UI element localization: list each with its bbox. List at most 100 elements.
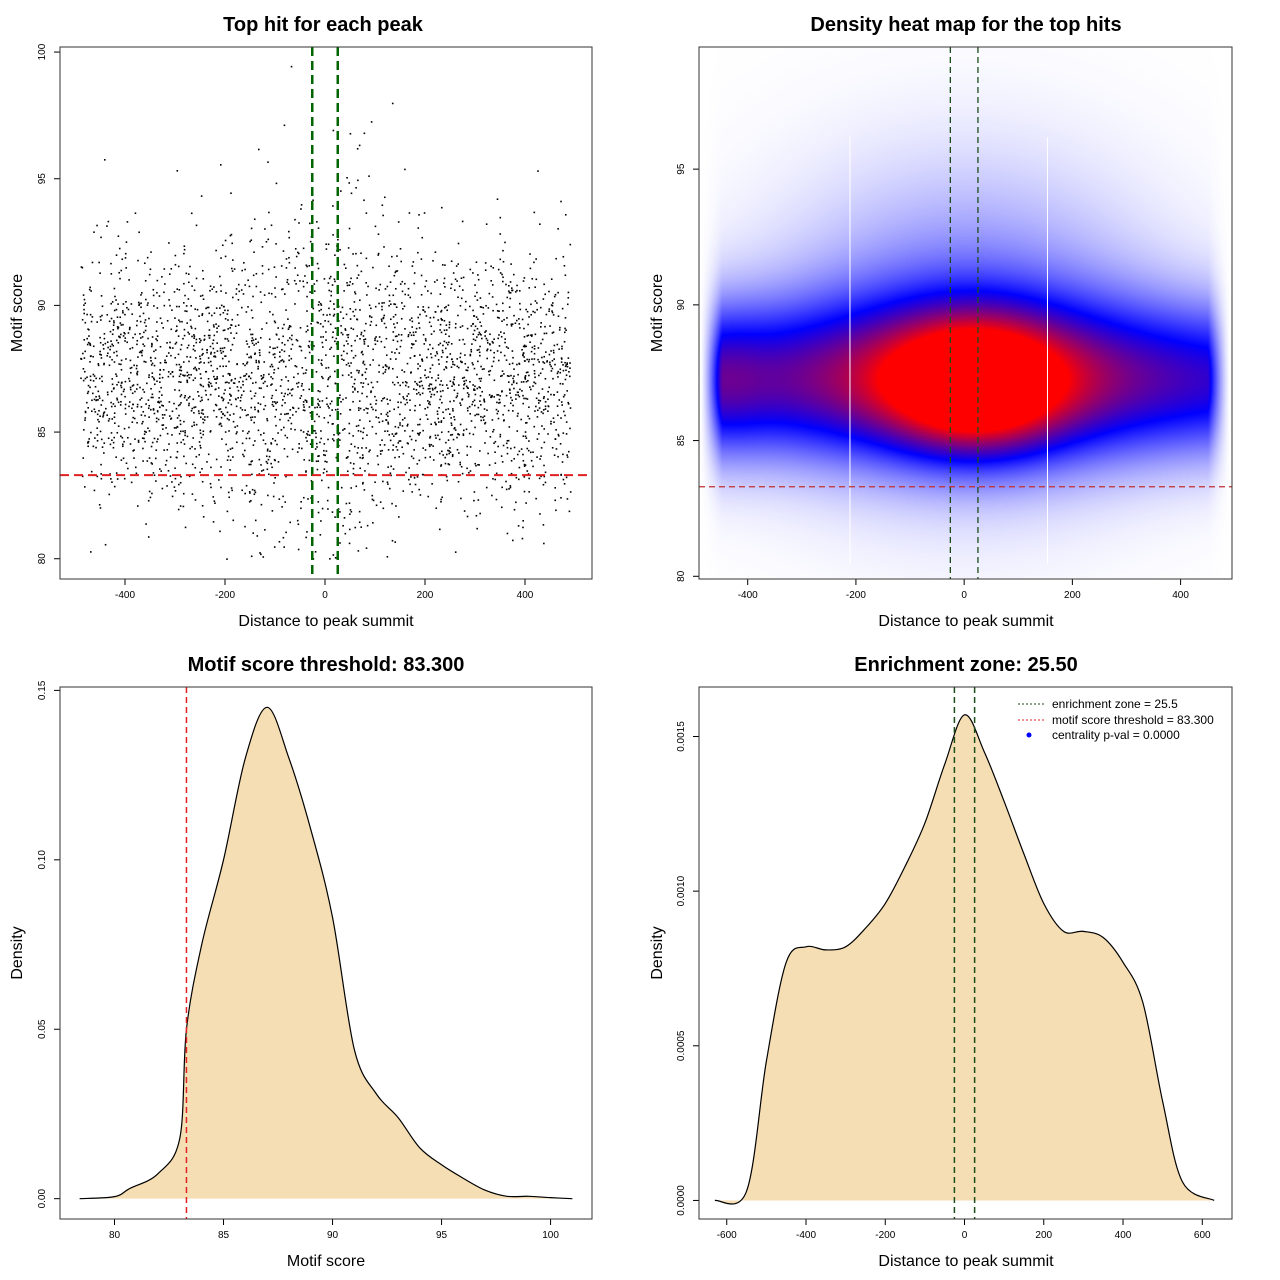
scatter-point	[537, 358, 539, 361]
scatter-point	[493, 379, 496, 382]
scatter-point	[499, 375, 502, 378]
scatter-point	[222, 412, 224, 415]
scatter-point	[190, 325, 192, 328]
scatter-point	[319, 441, 321, 444]
scatter-point	[169, 373, 172, 375]
scatter-point	[236, 441, 238, 444]
scatter-point	[500, 455, 503, 457]
scatter-point	[372, 522, 374, 524]
scatter-point	[386, 285, 389, 288]
scatter-point	[274, 296, 277, 298]
scatter-point	[332, 315, 335, 317]
scatter-point	[337, 238, 339, 241]
scatter-point	[350, 376, 353, 378]
scatter-point	[178, 381, 180, 383]
scatter-point	[443, 282, 445, 284]
scatter-point	[191, 446, 193, 448]
scatter-point	[501, 390, 503, 392]
scatter-point	[152, 409, 155, 411]
scatter-point	[418, 459, 421, 462]
scatter-point	[185, 462, 187, 465]
scatter-point	[540, 326, 542, 328]
scatter-point	[151, 441, 154, 444]
scatter-point	[521, 390, 523, 392]
scatter-point	[399, 413, 401, 416]
scatter-point	[265, 240, 268, 243]
scatter-point	[140, 306, 142, 309]
scatter-point	[322, 472, 325, 474]
scatter-point	[183, 302, 185, 304]
scatter-point	[519, 308, 522, 311]
scatter-point	[512, 381, 515, 384]
scatter-point	[383, 196, 386, 199]
scatter-point	[473, 389, 476, 391]
scatter-point	[209, 289, 211, 292]
scatter-point	[86, 313, 88, 316]
scatter-point	[401, 369, 403, 372]
scatter-point	[129, 443, 132, 445]
scatter-point	[365, 368, 368, 370]
scatter-point	[354, 292, 357, 295]
scatter-point	[511, 399, 514, 402]
scatter-point	[443, 306, 446, 309]
scatter-point	[557, 455, 559, 458]
scatter-point	[259, 337, 262, 339]
scatter-point	[557, 433, 560, 436]
scatter-point	[415, 389, 418, 391]
scatter-point	[207, 357, 210, 359]
scatter-point	[297, 548, 300, 551]
scatter-point	[230, 324, 232, 326]
scatter-point	[389, 358, 392, 360]
scatter-point	[229, 327, 231, 329]
scatter-point	[353, 445, 356, 448]
scatter-point	[326, 385, 329, 388]
scatter-point	[543, 396, 545, 398]
scatter-point	[402, 452, 405, 455]
scatter-point	[383, 444, 386, 446]
scatter-point	[285, 376, 287, 378]
scatter-point	[195, 341, 198, 344]
scatter-point	[561, 404, 563, 406]
scatter-point	[190, 305, 193, 307]
scatter-point	[482, 306, 485, 309]
scatter-point	[490, 396, 492, 398]
scatter-point	[89, 361, 91, 363]
scatter-point	[352, 391, 354, 393]
scatter-point	[497, 445, 499, 448]
x-tick-label: -200	[215, 590, 235, 601]
scatter-point	[284, 501, 287, 503]
scatter-point	[219, 422, 222, 425]
scatter-point	[282, 335, 284, 338]
scatter-point	[381, 308, 383, 311]
scatter-point	[273, 546, 276, 548]
scatter-point	[286, 278, 289, 281]
scatter-point	[557, 376, 559, 378]
scatter-point	[465, 300, 467, 303]
scatter-point	[121, 258, 124, 261]
scatter-point	[341, 333, 344, 336]
scatter-point	[411, 343, 414, 346]
scatter-point	[524, 375, 527, 377]
scatter-point	[276, 346, 279, 349]
scatter-point	[375, 336, 377, 338]
scatter-point	[201, 269, 204, 272]
scatter-point	[419, 377, 422, 379]
scatter-point	[127, 332, 130, 334]
scatter-point	[382, 397, 384, 400]
scatter-point	[275, 276, 277, 278]
scatter-point	[475, 514, 478, 517]
scatter-point	[480, 419, 483, 422]
scatter-point	[319, 534, 322, 536]
scatter-point	[371, 426, 374, 428]
scatter-point	[454, 278, 457, 281]
scatter-point	[297, 372, 299, 375]
scatter-point	[518, 395, 521, 398]
scatter-point	[94, 411, 97, 413]
scatter-point	[150, 396, 153, 399]
scatter-point	[154, 357, 157, 360]
scatter-point	[258, 387, 261, 389]
scatter-point	[492, 309, 494, 312]
scatter-point	[563, 340, 566, 343]
scatter-point	[343, 344, 345, 347]
scatter-point	[150, 462, 153, 464]
